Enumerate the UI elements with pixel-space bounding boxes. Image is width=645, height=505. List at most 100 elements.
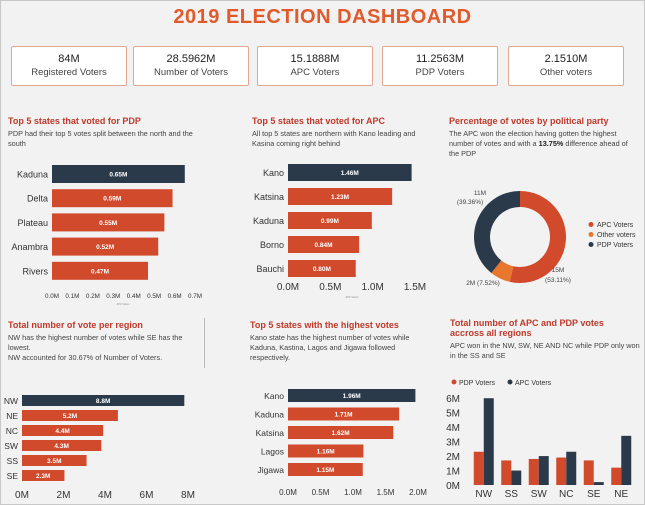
x-tick-label: SW — [531, 489, 548, 500]
x-tick-label: 2M — [57, 490, 71, 501]
kpi-number-of-voters: 28.5962M Number of Voters — [133, 46, 249, 86]
data-label: 0.84M — [315, 242, 333, 249]
kpi-label: APC Voters — [290, 67, 340, 78]
x-tick-label: 0.0M — [45, 293, 59, 300]
category-label: SW — [4, 441, 18, 451]
panel-apc-top5: Top 5 states that voted for APC All top … — [252, 116, 437, 149]
subtitle-line: NW accounted for 30.67% of Number of Vot… — [8, 352, 163, 362]
panel-pdp-top5: Top 5 states that voted for PDP PDP had … — [8, 116, 208, 149]
data-label: 2.3M — [36, 473, 50, 480]
region-total-chart: NW 8.8M NE 5.2M NC 4.4M SW 4.3M SS 3.5M SE 2.3M 0M 2M… — [4, 395, 195, 501]
data-label: 8.8M — [96, 398, 110, 405]
x-tick-label: 0.5M — [319, 282, 341, 293]
data-label: 5.2M — [63, 413, 77, 420]
x-tick-label: NW — [475, 489, 492, 500]
bar — [288, 463, 363, 476]
subtitle-highlight: 13.75% — [538, 138, 564, 148]
x-tick-label: 0.0M — [279, 488, 297, 497]
panel-top-states: Top 5 states with the highest votes Kano… — [250, 320, 435, 363]
panel-region-total: Total number of vote per region NW has t… — [8, 320, 203, 363]
panel-subtitle: The APC won the election having gotten t… — [449, 129, 639, 159]
category-label: Katsina — [256, 428, 285, 438]
x-tick-label: 1.0M — [344, 488, 362, 497]
slice-label: (39.36%) — [457, 199, 483, 206]
data-label: 1.46M — [341, 170, 359, 177]
y-tick-label: 5M — [446, 409, 460, 420]
x-tick-label: 1.0M — [362, 282, 384, 293]
legend-marker — [507, 379, 513, 385]
bar — [288, 407, 400, 421]
data-label: 1.96M — [343, 393, 361, 400]
x-tick-label: 8M — [181, 490, 195, 501]
bar — [483, 398, 494, 485]
data-label: 0.55M — [99, 220, 117, 227]
x-tick-label: SS — [505, 489, 519, 500]
x-tick-label: 0.4M — [127, 293, 141, 300]
slice-label: (53.11%) — [545, 277, 571, 284]
y-tick-label: 3M — [446, 438, 460, 449]
panel-title: Top 5 states that voted for PDP — [8, 116, 141, 126]
x-tick-label: 0.1M — [65, 293, 79, 300]
apc-top5-chart: Kano 1.46M Katsina 1.23M Kaduna 0.99M Borno 0.8… — [253, 164, 426, 299]
panel-subtitle: APC won in the NW, SW, NE AND NC while P… — [450, 341, 640, 360]
x-tick-label: NC — [559, 489, 573, 500]
kpi-value: 28.5962M — [166, 53, 216, 65]
x-tick-label: 6M — [140, 490, 154, 501]
bar — [621, 435, 632, 485]
data-label: 1.71M — [335, 412, 353, 419]
panel-title: Percentage of votes by political party — [449, 116, 609, 126]
legend-label: PDP Voters — [597, 242, 634, 249]
y-tick-label: 2M — [446, 452, 460, 463]
x-tick-label: 0.2M — [86, 293, 100, 300]
kpi-label: Number of Voters — [154, 67, 228, 78]
bar — [566, 451, 577, 485]
kpi-other-voters: 2.1510M Other voters — [508, 46, 624, 86]
x-tick-label: 0.6M — [168, 293, 182, 300]
x-tick-label: 4M — [98, 490, 112, 501]
category-label: Rivers — [22, 266, 48, 276]
x-tick-label: 0.7M — [188, 293, 202, 300]
kpi-value: 11.2563M — [415, 53, 465, 65]
legend-marker — [588, 242, 594, 247]
category-label: Plateau — [17, 218, 48, 228]
category-label: Delta — [27, 194, 48, 204]
x-tick-label: 1.5M — [404, 282, 426, 293]
legend-marker — [451, 379, 457, 385]
bar — [473, 451, 484, 485]
x-tick-label: 0.3M — [106, 293, 120, 300]
category-label: NW — [4, 396, 18, 406]
legend-label: Other voters — [597, 232, 636, 239]
panel-divider — [204, 318, 205, 368]
bar — [288, 260, 356, 277]
donut-slice — [509, 191, 566, 283]
data-label: 1.16M — [317, 449, 335, 456]
slice-label: 2M (7.52%) — [466, 280, 500, 287]
bar — [288, 212, 372, 229]
bar — [22, 395, 185, 406]
donut-slice — [491, 260, 514, 282]
panel-subtitle: All top 5 states are northern with Kano … — [252, 129, 416, 148]
y-tick-label: 0M — [446, 481, 460, 492]
category-label: Borno — [260, 240, 284, 250]
slice-label: 15M — [552, 267, 565, 274]
data-label: 1.23M — [331, 194, 349, 201]
bar — [288, 188, 393, 205]
bar — [538, 456, 549, 485]
legend-marker — [588, 222, 594, 227]
x-tick-label: 0.5M — [312, 488, 330, 497]
data-label: 1.62M — [332, 430, 350, 437]
x-tick-label: SE — [587, 489, 601, 500]
bar — [611, 467, 622, 485]
x-tick-label: 2.0M — [409, 488, 427, 497]
kpi-value: 15.1888M — [290, 53, 340, 65]
bar — [288, 164, 412, 181]
top-states-chart: Kano 1.96M Kaduna 1.71M Katsina 1.62M Lagos 1.1… — [255, 389, 427, 497]
category-label: Jigawa — [258, 465, 285, 475]
x-axis-title: APC Voters — [346, 296, 360, 299]
data-label: 0.47M — [91, 268, 109, 275]
bar — [22, 410, 118, 421]
kpi-pdp-voters: 11.2563M PDP Voters — [382, 46, 498, 86]
panel-title: Top 5 states that voted for APC — [252, 116, 386, 126]
kpi-apc-voters: 15.1888M APC Voters — [257, 46, 373, 86]
kpi-label: Other voters — [539, 67, 593, 78]
